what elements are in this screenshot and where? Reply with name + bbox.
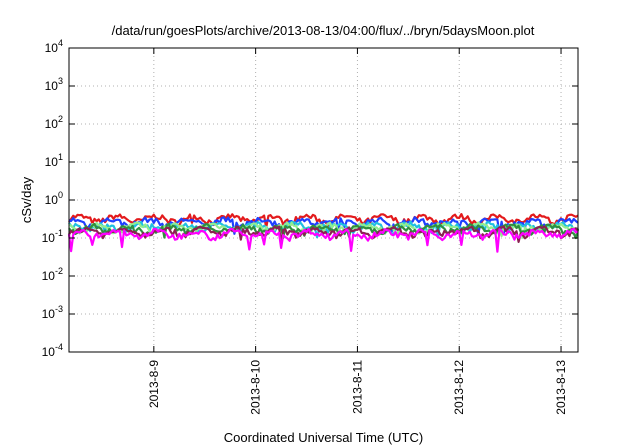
x-axis-label: Coordinated Universal Time (UTC): [224, 430, 423, 445]
series-line: [68, 225, 579, 245]
grid: [69, 47, 578, 353]
y-tick-label: 10-2: [42, 266, 63, 283]
x-tick-label: 2013-8-12: [452, 360, 466, 415]
series-line: [68, 213, 579, 232]
series-line: [68, 216, 579, 236]
x-tick-label: 2013-8-9: [147, 360, 161, 408]
y-tick-label: 103: [45, 76, 63, 93]
x-tick-label: 2013-8-10: [249, 360, 263, 415]
x-axis: 2013-8-9 2013-8-10 2013-8-11 2013-8-12 2013-…: [147, 48, 568, 415]
y-tick-label: 100: [45, 190, 63, 207]
series-line: [68, 220, 579, 239]
x-tick-label: 2013-8-13: [554, 360, 568, 415]
y-axis: 10-4 10-3 10-2 10-1 100 101 102 103 104: [42, 38, 578, 359]
y-tick-label: 101: [45, 152, 63, 169]
y-axis-label: cSv/day: [19, 176, 34, 223]
y-tick-label: 104: [45, 38, 63, 55]
y-tick-label: 10-3: [42, 304, 63, 321]
y-tick-label: 10-4: [42, 342, 63, 359]
series-group: [67, 213, 580, 253]
y-tick-label: 102: [45, 114, 63, 131]
series-line: [67, 227, 579, 253]
x-tick-label: 2013-8-11: [350, 360, 364, 414]
chart-title: /data/run/goesPlots/archive/2013-08-13/0…: [112, 23, 535, 38]
y-tick-label: 10-1: [42, 228, 63, 245]
